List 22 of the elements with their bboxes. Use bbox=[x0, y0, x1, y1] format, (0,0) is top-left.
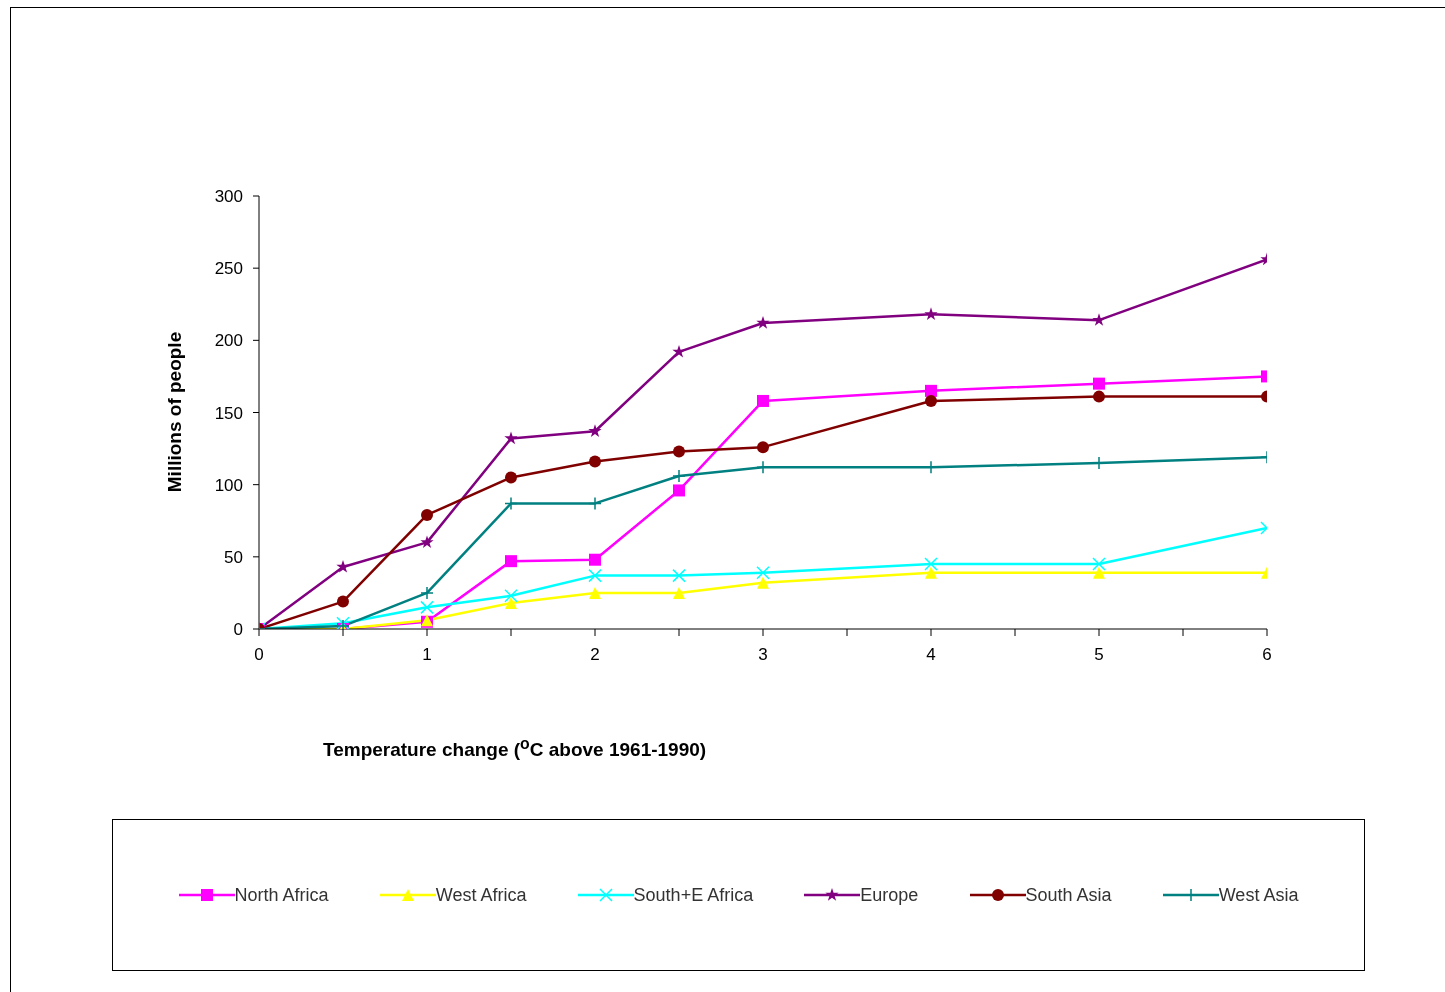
x-axis-title: Temperature change ($^{o}$C above 1961-1990) bbox=[323, 735, 707, 761]
y-tick-label: 50 bbox=[224, 547, 243, 567]
y-tick-label: 300 bbox=[214, 187, 243, 207]
y-tick-label: 200 bbox=[214, 331, 243, 351]
x-tick-label: 4 bbox=[926, 645, 936, 665]
x-tick-label: 6 bbox=[1262, 645, 1272, 665]
y-axis-title: Millions of people bbox=[164, 331, 185, 493]
legend-label: West Africa bbox=[435, 884, 527, 906]
x-tick-label: 3 bbox=[758, 645, 768, 665]
y-tick-label: 250 bbox=[214, 259, 243, 279]
legend-label: South Asia bbox=[1025, 884, 1112, 906]
x-tick-label: 1 bbox=[422, 645, 432, 665]
y-tick-label: 100 bbox=[214, 475, 243, 495]
x-tick-label: 5 bbox=[1094, 645, 1104, 665]
y-tick-label: 150 bbox=[214, 403, 243, 423]
legend-label: South+E Africa bbox=[633, 884, 754, 906]
legend-label: West Asia bbox=[1218, 884, 1299, 906]
y-tick-label: 0 bbox=[233, 620, 243, 640]
x-tick-label: 2 bbox=[590, 645, 600, 665]
x-tick-label: 0 bbox=[254, 645, 264, 665]
legend-label: North Africa bbox=[234, 884, 329, 906]
legend-label: Europe bbox=[860, 884, 919, 906]
